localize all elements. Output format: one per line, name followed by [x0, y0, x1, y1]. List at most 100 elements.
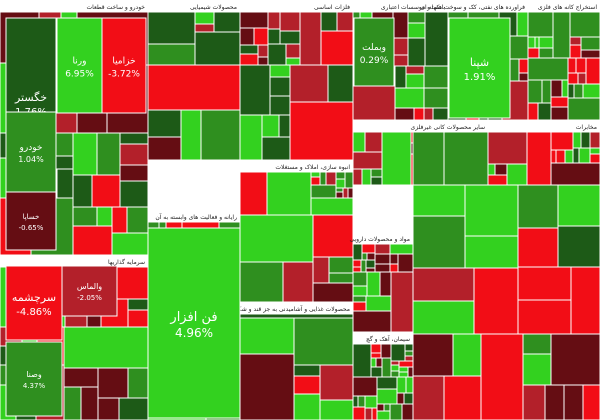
treemap-cell: [194, 23, 215, 33]
treemap-cell: [572, 131, 582, 149]
treemap-cell: [374, 253, 391, 265]
treemap-cell: [239, 171, 268, 216]
treemap-cell: [527, 36, 536, 49]
treemap-cell: [127, 367, 149, 399]
treemap-cell: [239, 114, 263, 161]
treemap-cell: [266, 171, 312, 216]
treemap-cell: [405, 376, 414, 394]
treemap-cell: [473, 267, 519, 335]
sector-title: فلزات اساسی: [314, 4, 350, 11]
treemap-cell: [147, 64, 241, 111]
treemap-cell: [412, 184, 466, 217]
treemap-cell: [327, 64, 354, 103]
treemap-cell: [293, 375, 321, 395]
treemap-cell: [517, 266, 572, 301]
treemap-cell: [572, 147, 580, 164]
treemap-cell: [365, 295, 392, 312]
treemap-cell: [56, 168, 74, 199]
treemap-cell: [452, 333, 482, 377]
treemap-cell: [328, 256, 354, 274]
treemap-cell: [72, 174, 93, 208]
treemap-cell: [285, 57, 301, 66]
stock-tile: [5, 111, 57, 193]
treemap-cell: [126, 206, 149, 234]
stock-symbol: خزامیا: [112, 57, 135, 67]
stock-change: 4.86%-: [16, 307, 51, 318]
treemap-cell: [213, 11, 241, 33]
sector-title: رایانه و فعالیت های وابسته به آن: [155, 212, 237, 221]
treemap-cell: [279, 11, 301, 32]
treemap-cell: [371, 407, 378, 420]
treemap-cell: [550, 162, 600, 186]
treemap-cell: [567, 57, 577, 74]
treemap-cell: [407, 22, 426, 39]
treemap-cell: [516, 11, 529, 37]
treemap-cell: [239, 313, 354, 319]
treemap-cell: [352, 168, 363, 186]
treemap-cell: [342, 187, 349, 199]
treemap-cell: [257, 44, 269, 58]
treemap-cell: [413, 107, 425, 121]
treemap-cell: [76, 112, 108, 134]
treemap-cell: [550, 149, 557, 164]
sector-title: مواد و محصولات دارویی: [349, 236, 410, 243]
treemap-cell: [261, 136, 291, 161]
treemap-cell: [390, 370, 400, 378]
treemap-cell: [412, 375, 445, 420]
treemap-cell: [575, 57, 587, 74]
treemap-cell: [374, 243, 391, 255]
treemap-cell: [550, 333, 600, 386]
treemap-cell: [567, 97, 600, 121]
treemap-cell: [370, 176, 383, 186]
treemap-cell: [424, 11, 449, 67]
treemap-cell: [352, 406, 366, 420]
stock-change: 6.95%: [65, 70, 94, 80]
treemap-cell: [239, 353, 295, 420]
treemap-cell: [522, 353, 552, 386]
treemap-cell: [357, 395, 366, 408]
treemap-cell: [269, 64, 291, 78]
treemap-cell: [527, 11, 554, 38]
treemap-cell: [360, 259, 367, 273]
treemap-cell: [585, 57, 600, 85]
treemap-cell: [398, 366, 409, 373]
treemap-cell: [464, 184, 519, 237]
treemap-cell: [534, 36, 540, 49]
treemap-cell: [361, 252, 368, 261]
treemap-cell: [312, 282, 354, 303]
treemap-cell: [370, 366, 383, 378]
treemap-cell: [147, 109, 182, 138]
treemap-cell: [555, 149, 566, 164]
treemap-cell: [589, 131, 600, 149]
treemap-cell: [544, 384, 565, 420]
treemap-cell: [63, 367, 99, 388]
stock-change: 0.29%: [360, 56, 389, 66]
treemap-cell: [580, 49, 600, 59]
treemap-cell: [310, 176, 321, 186]
treemap-cell: [239, 261, 284, 303]
treemap-cell: [119, 180, 149, 208]
treemap-cell: [282, 261, 314, 303]
treemap-cell: [487, 163, 496, 176]
treemap-cell: [550, 106, 569, 121]
treemap-cell: [582, 83, 600, 99]
treemap-cell: [269, 76, 291, 97]
treemap-cell: [72, 225, 113, 256]
treemap-cell: [267, 11, 281, 30]
treemap-cell: [352, 285, 368, 297]
treemap-cell: [379, 271, 392, 297]
treemap-cell: [526, 131, 552, 186]
treemap-cell: [480, 333, 524, 420]
treemap-cell: [370, 357, 377, 368]
treemap-cell: [127, 298, 149, 311]
treemap-cell: [375, 357, 383, 368]
treemap-cell: [522, 333, 552, 355]
treemap-cell: [404, 355, 414, 362]
treemap-cell: [96, 132, 121, 176]
treemap-cell: [147, 136, 182, 161]
treemap-cell: [239, 214, 314, 263]
treemap-cell: [325, 171, 337, 186]
treemap-cell: [538, 47, 554, 59]
treemap-cell: [390, 360, 400, 366]
treemap-cell: [97, 397, 120, 420]
